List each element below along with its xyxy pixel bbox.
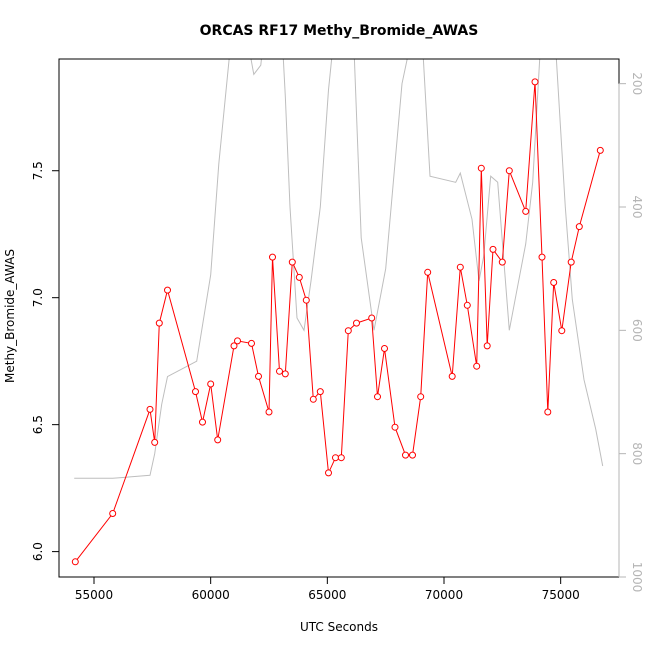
- data-point: [265, 408, 273, 416]
- data-point: [288, 258, 296, 266]
- y-tick-label: 7.5: [31, 161, 45, 180]
- data-point: [248, 339, 255, 347]
- data-point: [316, 388, 324, 396]
- data-point: [409, 451, 416, 459]
- data-point: [374, 393, 381, 401]
- data-point: [505, 167, 513, 175]
- data-point: [146, 405, 154, 413]
- y-tick-label: 6.0: [31, 542, 45, 561]
- data-point: [332, 454, 339, 462]
- data-point: [544, 408, 552, 416]
- data-point: [164, 286, 171, 294]
- x-axis: 55000 60000 65000 70000 75000: [75, 576, 580, 602]
- data-point: [192, 388, 199, 396]
- y2-tick-label: 1000: [630, 562, 644, 593]
- series-gray-line: [74, 59, 604, 479]
- data-point: [368, 314, 376, 322]
- y2-tick-label: 200: [630, 72, 644, 95]
- data-point: [309, 395, 317, 403]
- data-point: [456, 263, 464, 271]
- x-axis-label: UTC Seconds: [300, 620, 378, 634]
- y-tick-label: 6.5: [31, 415, 45, 434]
- x-tick-label: 65000: [308, 588, 346, 602]
- data-point: [596, 146, 604, 154]
- data-point: [199, 418, 206, 426]
- data-point: [417, 393, 425, 401]
- data-point: [489, 245, 497, 253]
- data-point: [269, 253, 276, 261]
- data-point: [281, 370, 289, 378]
- data-point: [391, 423, 399, 431]
- data-point: [109, 510, 117, 517]
- data-point: [567, 258, 575, 266]
- x-tick-label: 75000: [542, 588, 580, 602]
- data-point: [207, 380, 215, 388]
- y2-tick-label: 800: [630, 442, 644, 465]
- data-point: [353, 319, 360, 327]
- x-tick-label: 60000: [192, 588, 230, 602]
- series-red-line-group: [71, 78, 604, 566]
- data-point: [483, 342, 491, 350]
- data-point: [295, 273, 303, 281]
- x-tick-label: 70000: [425, 588, 463, 602]
- data-point: [550, 279, 558, 286]
- data-point: [344, 327, 352, 335]
- data-point: [477, 164, 485, 172]
- data-point: [214, 436, 222, 444]
- data-point: [71, 558, 79, 566]
- data-point: [155, 319, 163, 327]
- data-point: [498, 258, 506, 266]
- data-point: [325, 469, 332, 477]
- y-axis: 6.0 6.5 7.0 7.5: [31, 161, 60, 561]
- data-point: [381, 345, 388, 352]
- y2-tick-label: 400: [630, 196, 644, 219]
- y-tick-label: 7.0: [31, 288, 45, 307]
- data-point: [230, 342, 238, 350]
- y2-tick-label: 600: [630, 319, 644, 342]
- data-point: [473, 362, 481, 370]
- data-point: [575, 223, 583, 231]
- data-point: [448, 372, 456, 380]
- chart-title: ORCAS RF17 Methy_Bromide_AWAS: [200, 23, 479, 39]
- data-point: [302, 296, 310, 304]
- data-point: [151, 438, 159, 446]
- data-point: [337, 454, 345, 462]
- data-point: [558, 327, 566, 335]
- data-point: [463, 301, 471, 309]
- x-tick-label: 55000: [75, 588, 113, 602]
- data-point: [538, 253, 546, 261]
- series-red-line: [74, 81, 601, 563]
- series-gray-line-group: [74, 59, 604, 479]
- data-point: [276, 367, 283, 375]
- data-point: [234, 337, 241, 345]
- data-point: [255, 372, 262, 380]
- y2-axis: 200 400 600 800 1000: [618, 72, 644, 593]
- y-axis-label: Methy_Bromide_AWAS: [3, 249, 17, 383]
- data-point: [402, 451, 409, 459]
- data-point: [531, 78, 539, 86]
- data-point: [522, 207, 530, 215]
- data-point: [424, 268, 432, 276]
